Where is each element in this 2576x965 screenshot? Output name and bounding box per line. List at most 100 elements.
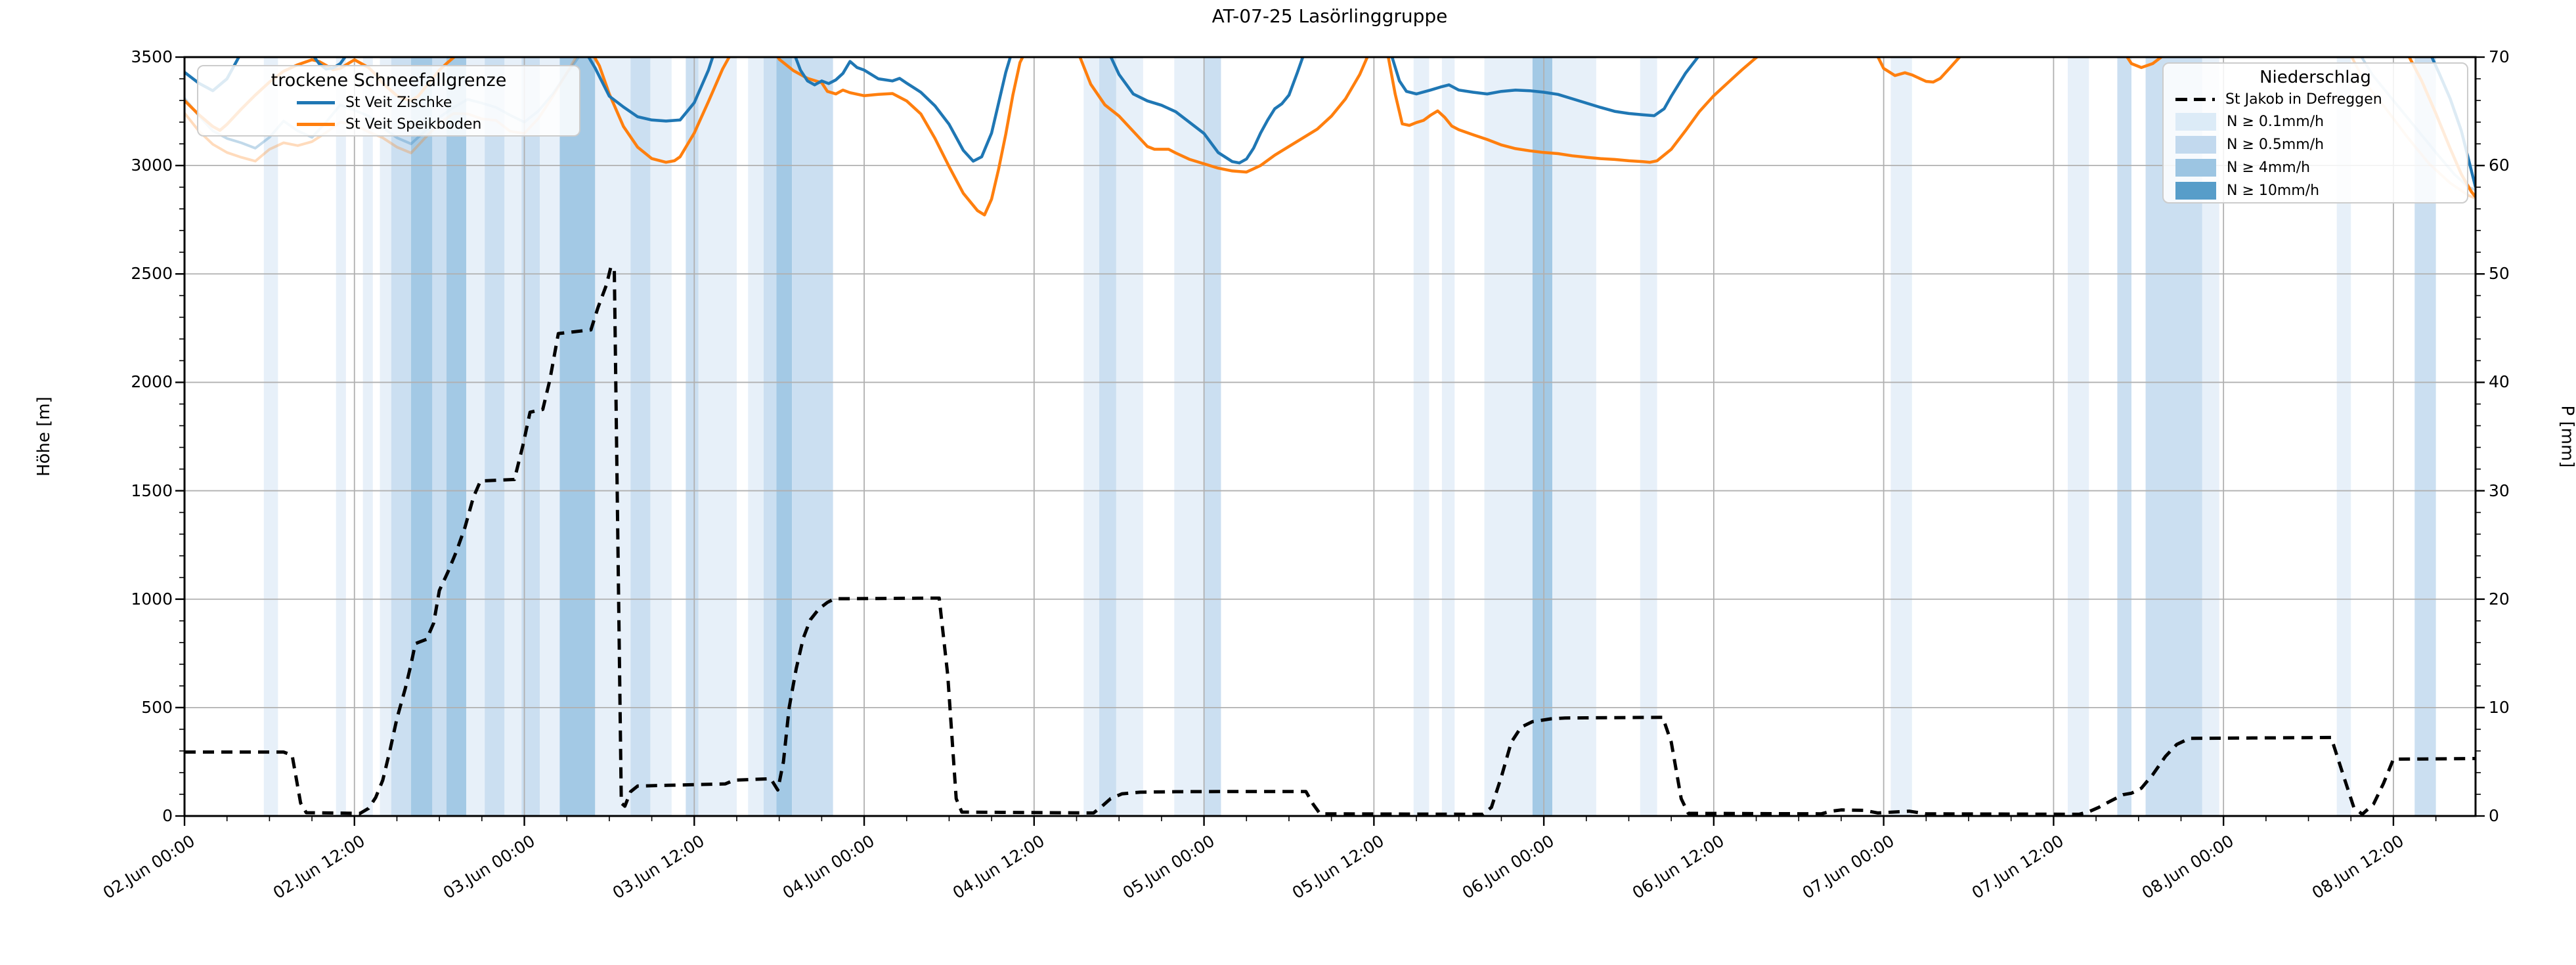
legend-snowfall-title: trockene Schneefallgrenze [271,70,507,91]
precip-band [1174,57,1204,816]
y-right-tick-label: 40 [2489,372,2510,392]
y-left-tick-label: 3500 [131,47,173,66]
x-tick-label: 07.Jun 00:00 [1799,831,1898,903]
legend-entry-stjakob: St Jakob in Defreggen [2164,89,2467,110]
n01-patch-swatch [2175,113,2216,131]
zischke-line-swatch [297,101,335,104]
precip-band [540,57,560,816]
x-tick-label: 04.Jun 12:00 [949,831,1048,903]
y-axis-label-right: P [mm] [2557,405,2576,468]
precip-band [1532,57,1553,816]
y-left-tick-label: 3000 [131,156,173,175]
precip-band [1441,57,1455,816]
y-right-tick-label: 20 [2489,589,2510,609]
precip-band [1083,57,1100,816]
legend-precip-title: Niederschlag [2259,68,2371,87]
plot-border [183,56,2477,817]
precip-band [1204,57,1221,816]
y-left-tick-label: 2000 [131,372,173,392]
precip-band [380,57,391,816]
y-left-tick-label: 2500 [131,264,173,284]
plot-area [175,56,2485,826]
legend-entry-n05: N ≥ 0.5mm/h [2164,133,2467,156]
y-right-tick-label: 0 [2489,806,2499,825]
y-right-tick-label: 10 [2489,697,2510,717]
x-tick-label: 08.Jun 12:00 [2308,831,2407,903]
x-tick-label: 08.Jun 00:00 [2138,831,2237,903]
x-tick-label: 06.Jun 12:00 [1628,831,1728,903]
y-right-tick-label: 70 [2489,47,2510,66]
precip-band [650,57,672,816]
precip-band [1640,57,1657,816]
precip-band [446,57,467,816]
grid-layer [185,57,2476,816]
x-tick-label: 05.Jun 00:00 [1119,831,1218,903]
precip-band-layer [263,57,2436,816]
precip-band [748,57,764,816]
x-tick-label: 04.Jun 00:00 [779,831,878,903]
precip-band [595,57,631,816]
precip-band [630,57,651,816]
precip-band [776,57,793,816]
precip-band [391,57,412,816]
precip-band [432,57,447,816]
x-tick-label: 02.Jun 12:00 [269,831,368,903]
x-tick-label: 03.Jun 00:00 [439,831,538,903]
legend-entry-zischke: St Veit Zischke [198,92,579,114]
x-tick-label: 07.Jun 12:00 [1969,831,2068,903]
y-right-tick-label: 60 [2489,156,2510,175]
precip-band [336,57,346,816]
precip-band [1413,57,1430,816]
legend-entry-speikboden: St Veit Speikboden [198,114,579,135]
precip-band [2336,57,2351,816]
n10-patch-swatch [2175,182,2216,200]
legend-snowfall-limit: trockene Schneefallgrenze St Veit Zischk… [197,65,580,137]
precip-band [559,57,596,816]
series-st-jakob-in-defreggen [185,265,2476,816]
precip-band [1116,57,1143,816]
y-axis-label-left: Höhe [m] [33,397,54,477]
precip-band [792,57,833,816]
speikboden-line-swatch [297,123,335,126]
chart-title: AT-07-25 Lasörlinggruppe [1212,5,1448,27]
precip-band [686,57,699,816]
x-tick-label: 05.Jun 12:00 [1289,831,1388,903]
n10-label: N ≥ 10mm/h [2227,182,2320,199]
legend-precipitation: Niederschlag St Jakob in Defreggen N ≥ 0… [2162,62,2468,204]
x-tick-label: 06.Jun 00:00 [1458,831,1558,903]
precip-band [466,57,485,816]
speikboden-label: St Veit Speikboden [345,116,482,133]
precip-band [2117,57,2132,816]
n05-patch-swatch [2175,136,2216,154]
y-left-tick-label: 1500 [131,481,173,500]
x-tick-label: 03.Jun 12:00 [609,831,709,903]
precip-band [1552,57,1596,816]
precip-band [1099,57,1116,816]
precip-band [504,57,522,816]
y-right-tick-label: 50 [2489,264,2510,284]
legend-entry-n10: N ≥ 10mm/h [2164,179,2467,202]
precip-band [2067,57,2089,816]
precip-band [1484,57,1533,816]
precip-band [763,57,777,816]
stjakob-dashed-swatch [2175,98,2215,101]
precip-band [698,57,737,816]
precip-band [485,57,505,816]
n4-patch-swatch [2175,159,2216,177]
y-left-tick-label: 500 [141,697,173,717]
precip-band [411,57,433,816]
n01-label: N ≥ 0.1mm/h [2227,114,2325,130]
legend-entry-n01: N ≥ 0.1mm/h [2164,110,2467,133]
precip-band [263,57,278,816]
n4-label: N ≥ 4mm/h [2227,160,2311,176]
n05-label: N ≥ 0.5mm/h [2227,137,2325,153]
series-st-veit-zischke [185,57,2476,188]
y-left-tick-label: 1000 [131,589,173,609]
x-tick-label: 02.Jun 00:00 [99,831,198,903]
y-right-tick-label: 30 [2489,481,2510,500]
y-left-tick-label: 0 [162,806,173,825]
precip-band [1890,57,1912,816]
stjakob-label: St Jakob in Defreggen [2225,91,2382,108]
legend-entry-n4: N ≥ 4mm/h [2164,156,2467,179]
